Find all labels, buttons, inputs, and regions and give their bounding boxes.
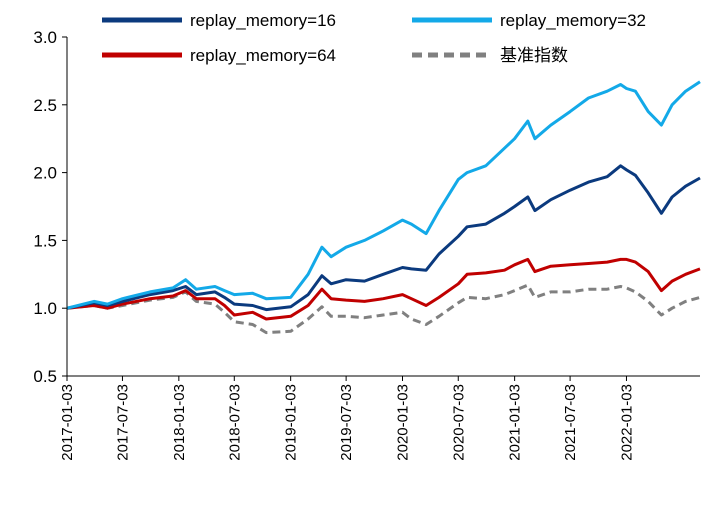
x-tick-label: 2017-07-03 [114, 384, 131, 461]
x-tick-label: 2019-07-03 [338, 384, 355, 461]
legend-item-replay-memory-64: replay_memory=64 [102, 46, 336, 65]
series-line-0 [66, 164, 701, 312]
x-axis-ticks: 2017-01-03 2017-07-03 2018-01-03 2018-07-03… [59, 376, 635, 461]
legend-label-replay-memory-16: replay_memory=16 [190, 11, 336, 30]
series-line-2 [66, 257, 701, 321]
x-tick-label: 2022-01-03 [618, 384, 635, 461]
series-line-3 [66, 283, 701, 335]
x-tick-label: 2018-07-03 [226, 384, 243, 461]
legend: replay_memory=16 replay_memory=32 replay… [102, 11, 646, 65]
y-tick-label: 0.5 [33, 367, 57, 386]
y-axis-ticks: 0.5 1.0 1.5 2.0 2.5 3.0 [33, 28, 67, 386]
x-tick-label: 2019-01-03 [283, 384, 300, 461]
legend-label-benchmark: 基准指数 [500, 46, 568, 65]
legend-label-replay-memory-64: replay_memory=64 [190, 46, 336, 65]
series-line-1 [66, 80, 701, 310]
legend-item-benchmark: 基准指数 [412, 46, 568, 65]
x-tick-label: 2021-01-03 [507, 384, 524, 461]
x-tick-label: 2021-07-03 [562, 384, 579, 461]
x-tick-label: 2017-01-03 [59, 384, 76, 461]
series-lines [66, 80, 701, 335]
legend-item-replay-memory-16: replay_memory=16 [102, 11, 336, 30]
y-tick-label: 1.5 [33, 231, 57, 250]
y-tick-label: 2.5 [33, 96, 57, 115]
legend-label-replay-memory-32: replay_memory=32 [500, 11, 646, 30]
x-tick-label: 2020-07-03 [450, 384, 467, 461]
x-tick-label: 2018-01-03 [171, 384, 188, 461]
y-tick-label: 3.0 [33, 28, 57, 47]
y-tick-label: 2.0 [33, 164, 57, 183]
legend-item-replay-memory-32: replay_memory=32 [412, 11, 646, 30]
x-tick-label: 2020-01-03 [394, 384, 411, 461]
y-tick-label: 1.0 [33, 299, 57, 318]
